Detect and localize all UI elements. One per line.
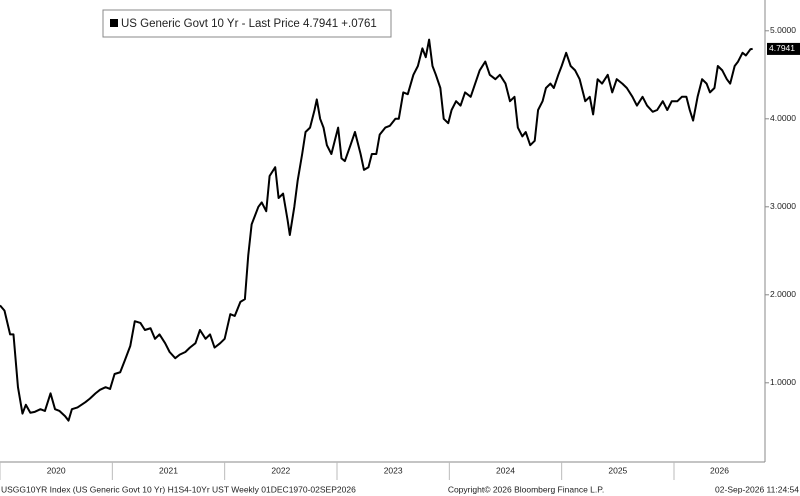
footer-right: 02-Sep-2026 11:24:54 — [715, 484, 799, 494]
last-price-box — [767, 42, 800, 55]
legend-box — [102, 9, 392, 38]
x-tick-label: 2025 — [608, 465, 627, 475]
legend-swatch — [110, 19, 118, 27]
footer-left: USGG10YR Index (US Generic Govt 10 Yr) H… — [1, 484, 356, 494]
x-tick-label: 2026 — [710, 465, 729, 475]
x-tick-label: 2024 — [496, 465, 515, 475]
x-tick-label: 2023 — [384, 465, 403, 475]
series-line — [0, 38, 753, 422]
x-tick-label: 2021 — [159, 465, 178, 475]
y-tick-label: 3.0000 — [770, 201, 796, 211]
footer-center: Copyright© 2026 Bloomberg Finance L.P. — [448, 484, 604, 494]
legend-label: US Generic Govt 10 Yr - Last Price 4.794… — [121, 18, 377, 30]
y-tick-label: 2.0000 — [770, 289, 796, 299]
y-tick-label: 4.0000 — [770, 113, 796, 123]
last-price-label: 4.7941 — [769, 43, 795, 53]
y-tick-label: 1.0000 — [770, 377, 796, 387]
x-tick-label: 2020 — [47, 465, 66, 475]
x-tick-label: 2022 — [271, 465, 290, 475]
y-tick-label: 5.0000 — [770, 25, 796, 35]
